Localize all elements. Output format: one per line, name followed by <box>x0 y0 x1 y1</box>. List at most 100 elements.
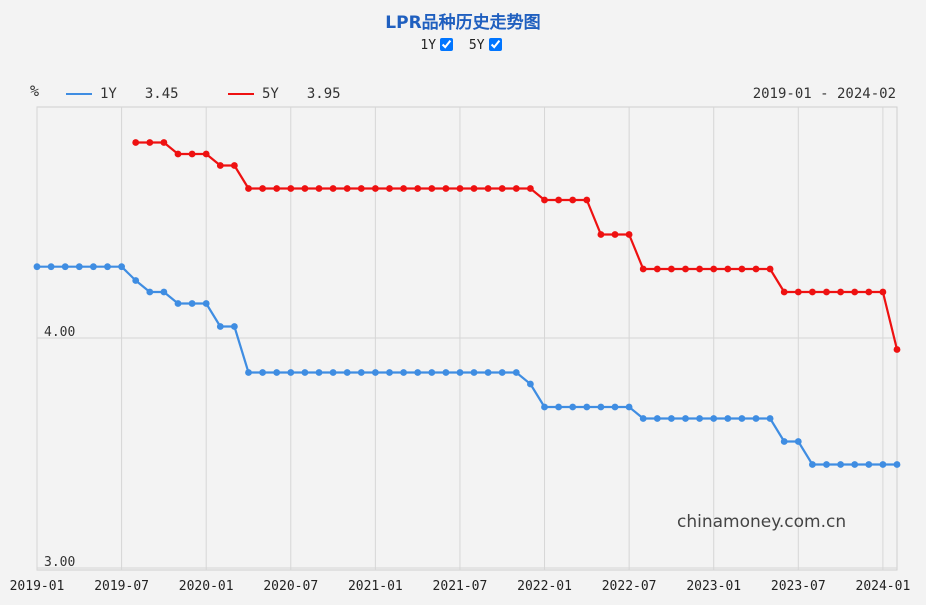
x-tick-label: 2022-07 <box>602 579 657 594</box>
data-point-5y <box>216 162 224 169</box>
series-line-1y <box>37 265 897 466</box>
legend-label-5y: 5Y <box>262 86 279 102</box>
watermark: chinamoney.com.cn <box>677 512 846 532</box>
y-tick-label: 4.00 <box>44 325 75 340</box>
data-point-5y <box>287 185 295 192</box>
legend-label-1y: 1Y <box>100 86 117 102</box>
data-point-1y <box>146 288 154 296</box>
data-point-5y <box>414 185 422 192</box>
data-point-1y <box>47 263 55 271</box>
data-point-1y <box>653 415 661 422</box>
data-point-1y <box>865 461 873 468</box>
data-point-5y <box>611 231 619 238</box>
data-point-5y <box>625 231 633 238</box>
data-point-1y <box>188 300 196 307</box>
data-point-1y <box>329 369 337 376</box>
series-toggles: 1Y 5Y <box>0 38 926 53</box>
legend-value-1y: 3.45 <box>144 86 179 102</box>
series-line-5y <box>135 141 899 350</box>
x-tick-label: 2020-01 <box>179 579 234 594</box>
data-point-1y <box>273 369 281 376</box>
data-point-1y <box>33 263 41 271</box>
x-tick-label: 2019-07 <box>94 579 149 594</box>
data-point-5y <box>527 185 534 192</box>
legend-swatch-1y <box>66 93 92 95</box>
toggle-1y-checkbox[interactable] <box>440 38 454 51</box>
toggle-5y-checkbox[interactable] <box>488 38 502 51</box>
data-point-5y <box>639 265 647 273</box>
data-point-1y <box>231 323 238 330</box>
data-point-1y <box>456 369 464 376</box>
data-point-5y <box>668 265 675 273</box>
data-point-5y <box>780 288 788 296</box>
data-point-1y <box>597 403 605 411</box>
legend-swatch-5y <box>228 93 254 95</box>
x-tick-label: 2022-01 <box>517 579 572 594</box>
data-point-5y <box>794 288 802 296</box>
data-point-5y <box>231 162 238 169</box>
data-point-1y <box>428 369 436 376</box>
toggle-5y-label: 5Y <box>468 38 485 53</box>
data-point-1y <box>668 415 675 422</box>
data-point-1y <box>710 415 718 422</box>
data-point-1y <box>766 415 774 422</box>
data-point-1y <box>343 369 351 376</box>
data-point-5y <box>329 185 337 192</box>
data-point-1y <box>357 369 365 376</box>
data-point-5y <box>752 265 760 273</box>
data-point-5y <box>865 288 873 296</box>
legend-item-5y[interactable]: 5Y 3.95 <box>228 86 341 102</box>
data-point-1y <box>202 300 210 307</box>
toggle-1y-label: 1Y <box>420 38 437 53</box>
data-point-1y <box>484 369 492 376</box>
data-point-5y <box>710 265 718 273</box>
data-point-1y <box>118 263 125 271</box>
data-point-5y <box>160 139 168 146</box>
data-point-1y <box>541 403 548 411</box>
data-point-5y <box>400 185 407 192</box>
data-point-1y <box>724 415 732 422</box>
data-point-1y <box>512 369 520 376</box>
data-point-5y <box>879 288 887 296</box>
data-point-1y <box>809 461 816 468</box>
data-point-5y <box>682 265 689 273</box>
toggle-5y[interactable]: 5Y <box>469 38 506 53</box>
data-point-5y <box>343 185 351 192</box>
data-point-1y <box>132 277 140 284</box>
data-point-5y <box>837 288 844 296</box>
data-point-1y <box>90 263 97 271</box>
data-point-1y <box>287 369 295 376</box>
data-point-5y <box>259 185 266 192</box>
data-point-1y <box>75 263 83 271</box>
data-point-5y <box>315 185 323 192</box>
data-point-1y <box>216 323 224 330</box>
data-point-5y <box>597 231 605 238</box>
data-point-5y <box>809 288 816 296</box>
data-point-5y <box>386 185 393 192</box>
data-point-1y <box>104 263 111 271</box>
data-point-1y <box>611 403 619 411</box>
data-point-1y <box>583 403 591 411</box>
data-point-5y <box>766 265 774 273</box>
data-point-1y <box>174 300 182 307</box>
data-point-5y <box>823 288 830 296</box>
data-point-5y <box>555 196 562 204</box>
data-point-1y <box>61 263 69 271</box>
data-point-5y <box>442 185 450 192</box>
date-range: 2019-01 - 2024-02 <box>752 86 896 102</box>
data-point-1y <box>414 369 422 376</box>
data-point-5y <box>569 196 577 204</box>
legend-item-1y[interactable]: 1Y 3.45 <box>66 86 179 102</box>
data-point-5y <box>245 185 252 192</box>
data-point-5y <box>512 185 520 192</box>
data-point-1y <box>682 415 689 422</box>
data-point-1y <box>400 369 407 376</box>
toggle-1y[interactable]: 1Y <box>420 38 457 53</box>
data-point-5y <box>738 265 746 273</box>
data-point-5y <box>851 288 859 296</box>
data-point-5y <box>653 265 661 273</box>
data-point-1y <box>498 369 506 376</box>
x-tick-label: 2023-01 <box>686 579 741 594</box>
data-point-5y <box>372 185 379 192</box>
data-point-5y <box>583 196 591 204</box>
